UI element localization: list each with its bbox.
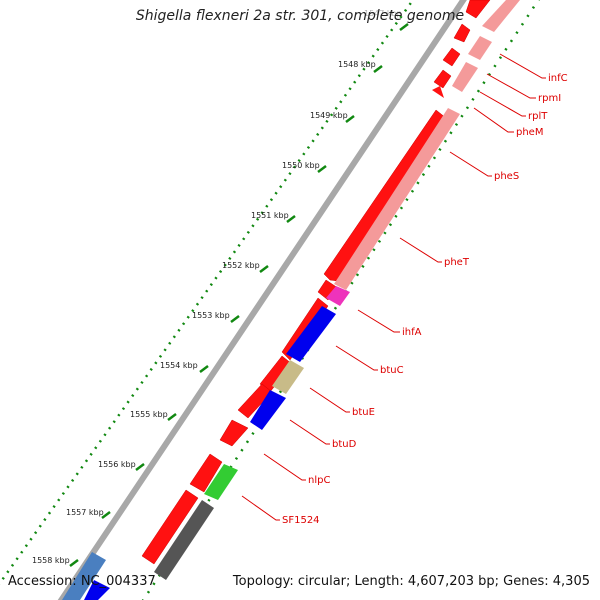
tick-label-1558: 1558 kbp	[32, 556, 70, 565]
tick-1548	[373, 65, 383, 73]
reverse-gene-btue-rect[interactable]	[272, 360, 304, 394]
tick-label-1553: 1553 kbp	[192, 311, 230, 320]
tick-1553	[230, 315, 240, 323]
gene-label-ihfa[interactable]: ihfA	[402, 327, 422, 338]
leader-rplt	[479, 91, 526, 117]
leader-btuc	[335, 345, 378, 371]
leader-sf1524	[241, 495, 280, 521]
tick-1557	[101, 511, 111, 519]
gene-label-phem[interactable]: pheM	[516, 127, 543, 138]
tick-1550	[317, 165, 327, 173]
forward-gene-phe[interactable]	[323, 109, 447, 283]
forward-gene-mid-1[interactable]	[317, 279, 339, 301]
gene-label-rplt[interactable]: rplT	[528, 111, 548, 122]
tick-1547	[399, 23, 409, 31]
reverse-gene-btud-rect[interactable]	[250, 390, 286, 430]
tick-1552	[259, 265, 269, 273]
reverse-gene-ihfa-rect[interactable]	[326, 286, 350, 306]
tick-1558	[69, 559, 79, 567]
leader-btud	[289, 419, 330, 445]
gene-label-btue[interactable]: btuE	[352, 407, 375, 418]
forward-gene-nlpc[interactable]	[189, 453, 223, 493]
tick-1555	[167, 413, 177, 421]
tick-label-1549: 1549 kbp	[310, 111, 348, 120]
accession-text: Accession: NC_004337	[8, 574, 156, 589]
gene-label-nlpc[interactable]: nlpC	[308, 475, 330, 486]
tick-label-1547: 1547 kbp	[364, 9, 402, 18]
tick-label-1550: 1550 kbp	[282, 161, 320, 170]
reverse-gene-steelblue-rect[interactable]	[62, 552, 106, 600]
reverse-gene-gray-rect[interactable]	[154, 500, 214, 580]
gene-leader-lines	[241, 53, 546, 521]
tick-label-1555: 1555 kbp	[130, 410, 168, 419]
reverse-gene-infc-rect[interactable]	[482, 0, 520, 32]
forward-gene-top-2[interactable]	[453, 23, 471, 43]
tick-1551	[286, 215, 296, 223]
scale-dotted-line	[0, 0, 415, 586]
gene-label-phet[interactable]: pheT	[444, 257, 470, 268]
leader-phes	[449, 151, 492, 177]
tick-label-1551: 1551 kbp	[251, 211, 289, 220]
scale-ticks	[69, 23, 409, 567]
forward-gene-top-1[interactable]	[465, 0, 491, 19]
scale-tick-labels: 1547 kbp 1548 kbp 1549 kbp 1550 kbp 1551…	[32, 9, 402, 565]
gene-label-btud[interactable]: btuD	[332, 439, 357, 450]
gene-label-phes[interactable]: pheS	[494, 171, 519, 182]
gene-label-rpmi[interactable]: rpmI	[538, 93, 561, 104]
leader-nlpc	[263, 453, 306, 481]
reverse-gene-btuc-rect[interactable]	[286, 306, 336, 362]
leader-phem	[473, 107, 514, 133]
genome-summary-text: Topology: circular; Length: 4,607,203 bp…	[232, 574, 590, 589]
leader-ihfa	[357, 309, 400, 333]
leader-rpmi	[486, 73, 536, 99]
forward-gene-top-4[interactable]	[433, 69, 452, 89]
leader-infc	[499, 53, 546, 79]
leader-phet	[399, 237, 442, 263]
reverse-gene-rplt-rect[interactable]	[452, 62, 478, 92]
tick-label-1557: 1557 kbp	[66, 508, 104, 517]
reverse-strand-track	[62, 0, 520, 600]
gene-label-infc[interactable]: infC	[548, 73, 568, 84]
tick-label-1556: 1556 kbp	[98, 460, 136, 469]
reverse-gene-sf1524-rect[interactable]	[204, 464, 238, 500]
tick-1556	[135, 463, 145, 471]
gene-labels: infC rpmI rplT pheM pheS pheT ihfA btuC …	[282, 73, 568, 526]
reverse-gene-phem-arrow[interactable]	[432, 86, 444, 98]
tick-label-1554: 1554 kbp	[160, 361, 198, 370]
forward-gene-top-3[interactable]	[442, 47, 461, 67]
genome-backbone	[57, 0, 467, 600]
tick-label-1552: 1552 kbp	[222, 261, 260, 270]
reverse-gene-rpmi-rect[interactable]	[468, 36, 492, 60]
forward-gene-mid-4[interactable]	[237, 383, 273, 419]
reverse-gene-phes-rect[interactable]	[334, 108, 460, 290]
tick-label-1548: 1548 kbp	[338, 60, 376, 69]
tick-1554	[199, 365, 209, 373]
genome-title: Shigella flexneri 2a str. 301, complete …	[135, 8, 465, 24]
gene-label-sf1524[interactable]: SF1524	[282, 515, 320, 526]
forward-gene-mid-5[interactable]	[219, 419, 249, 447]
gene-label-btuc[interactable]: btuC	[380, 365, 404, 376]
tick-1549	[345, 115, 355, 123]
reverse-gene-blue-bottom[interactable]	[84, 580, 110, 600]
leader-btue	[309, 387, 350, 413]
forward-gene-bottom[interactable]	[141, 489, 199, 565]
